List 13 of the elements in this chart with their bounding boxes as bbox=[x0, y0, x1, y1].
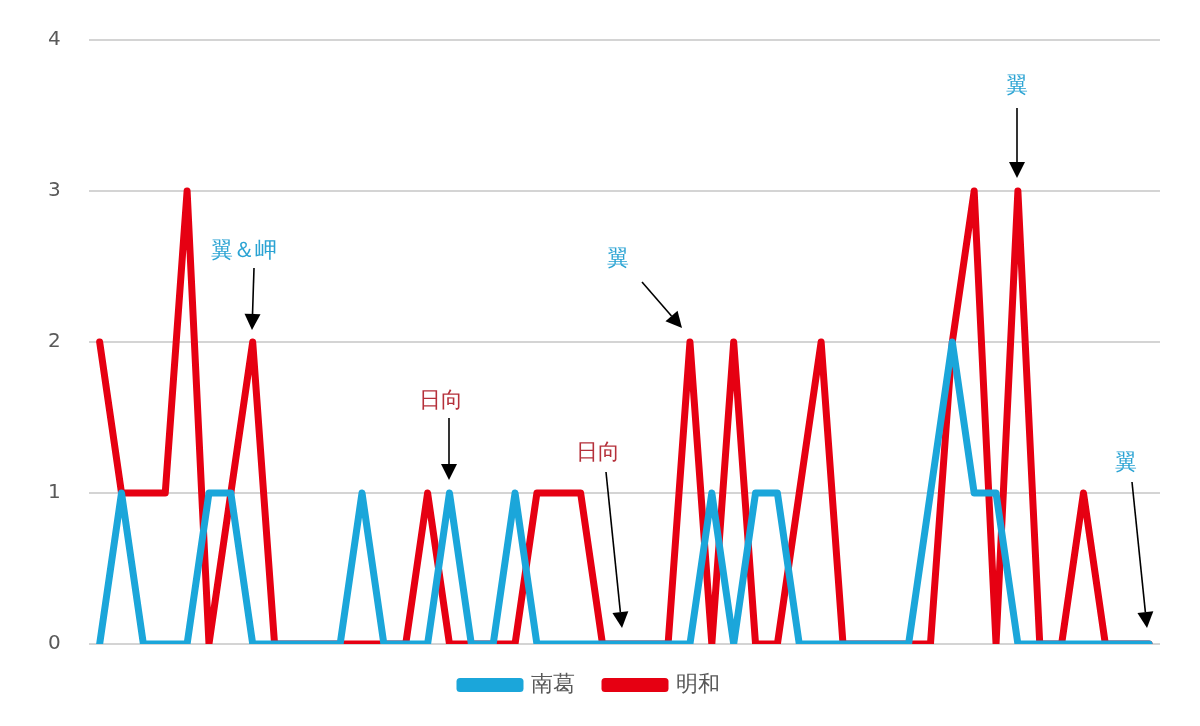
legend-label: 明和 bbox=[676, 670, 720, 696]
y-tick-label: 0 bbox=[47, 630, 61, 655]
legend-label: 南葛 bbox=[531, 670, 575, 696]
annotation: 翼 bbox=[1006, 71, 1028, 99]
annotation: 日向 bbox=[576, 438, 620, 466]
y-tick-label: 4 bbox=[47, 26, 61, 51]
annotation: 翼＆岬 bbox=[211, 236, 277, 264]
annotation: 日向 bbox=[419, 386, 463, 414]
annotation: 翼 bbox=[1115, 448, 1137, 476]
annotation: 翼 bbox=[607, 244, 629, 272]
y-tick-label: 2 bbox=[47, 328, 61, 353]
y-tick-label: 3 bbox=[47, 177, 61, 202]
y-tick-label: 1 bbox=[47, 479, 61, 504]
